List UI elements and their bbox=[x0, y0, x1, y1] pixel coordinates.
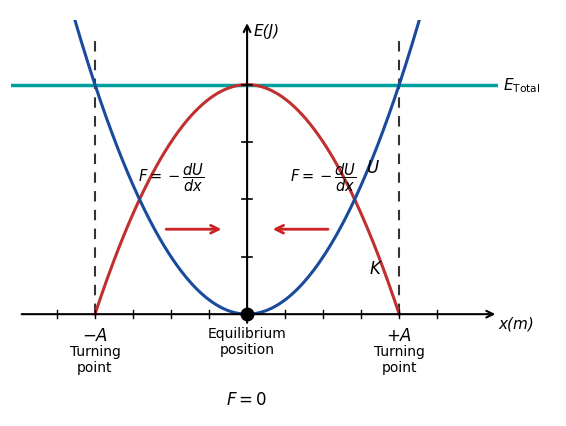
Text: Turning
point: Turning point bbox=[70, 344, 121, 374]
Text: $+A$: $+A$ bbox=[386, 326, 412, 344]
Text: $K$: $K$ bbox=[369, 260, 383, 278]
Text: $F = -\dfrac{dU}{dx}$: $F = -\dfrac{dU}{dx}$ bbox=[290, 161, 357, 193]
Text: $F = -\dfrac{dU}{dx}$: $F = -\dfrac{dU}{dx}$ bbox=[138, 161, 204, 193]
Text: Equilibrium
position: Equilibrium position bbox=[208, 326, 286, 356]
Text: $-A$: $-A$ bbox=[82, 326, 108, 344]
Text: $E_{\mathrm{Total}}$: $E_{\mathrm{Total}}$ bbox=[503, 76, 540, 95]
Text: $U$: $U$ bbox=[366, 159, 380, 177]
Text: E(J): E(J) bbox=[253, 23, 279, 39]
Text: $F = 0$: $F = 0$ bbox=[226, 390, 268, 408]
Text: x(m): x(m) bbox=[498, 316, 534, 331]
Text: Turning
point: Turning point bbox=[374, 344, 424, 374]
